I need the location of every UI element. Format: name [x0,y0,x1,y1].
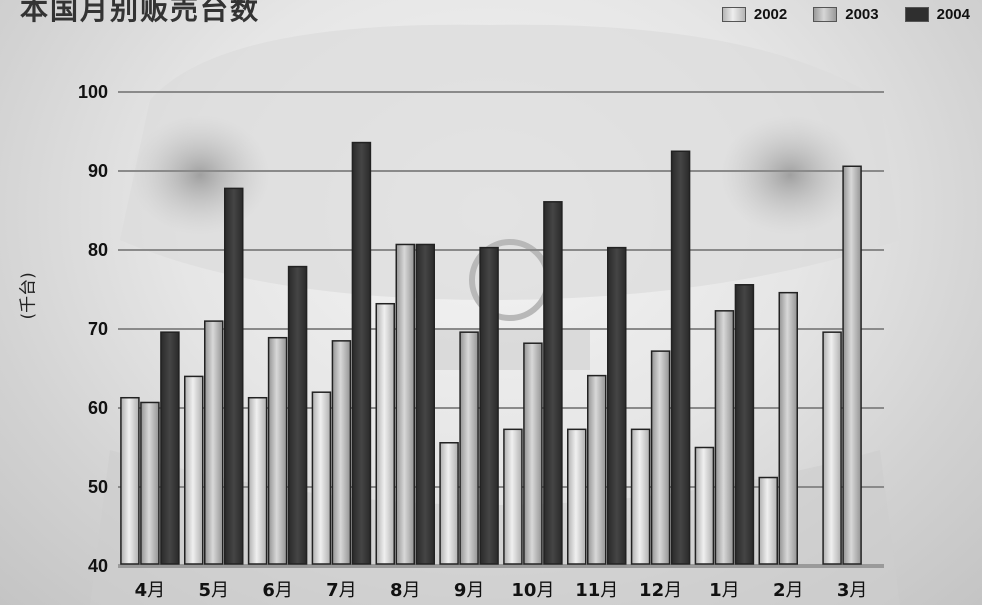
x-tick-label: 4月 [135,580,166,601]
x-tick-label: 9月 [454,580,485,601]
bar-2002-8 [630,428,651,565]
bar-2003-7 [587,374,607,565]
x-tick-label: 5月 [198,580,229,601]
bar-2003-9 [714,310,735,565]
x-axis-labels: 4月 5月 6月 7月 8月 9月 10月 11月 12月 1月 2月 3月 [135,580,868,601]
bar-2003-3 [331,340,352,565]
x-tick-label: 6月 [262,580,293,601]
bar-2002-2 [247,396,268,565]
bar-2004-3 [351,141,372,565]
legend-swatch-2004 [904,7,929,22]
x-tick-label: 11月 [575,580,618,601]
bar-2003-0 [140,401,160,565]
y-tick-label: 90 [88,161,108,181]
bar-2002-5 [439,442,459,565]
bar-2004-6 [543,201,563,565]
bar-2003-10 [778,291,798,565]
gridlines [118,91,884,568]
x-tick-label: 12月 [639,580,682,601]
x-tick-label: 7月 [326,580,357,601]
legend-item-2004: 2004 [904,6,970,23]
bar-2002-3 [311,391,332,565]
bar-2002-10 [758,476,778,565]
bars [120,141,862,565]
bar-2002-0 [120,396,140,565]
legend-swatch-2002 [721,7,746,22]
bar-2003-4 [395,243,415,565]
bar-2003-11 [842,165,862,565]
bar-2003-2 [267,336,288,565]
bar-2004-2 [287,265,308,565]
bar-2004-0 [160,331,180,565]
bar-2004-4 [415,243,435,565]
x-tick-label: 8月 [390,580,421,601]
bar-2003-8 [650,350,671,565]
legend-item-2003: 2003 [813,6,879,23]
bar-2002-9 [694,446,715,565]
bar-2002-6 [503,428,523,565]
x-tick-label: 1月 [709,580,740,601]
x-tick-label: 10月 [511,580,554,601]
legend-swatch-2003 [813,7,838,22]
bar-2004-5 [479,246,499,565]
bar-2004-7 [607,246,627,565]
bar-2004-1 [224,187,244,565]
bar-2002-4 [375,302,395,565]
bar-2003-1 [204,320,224,565]
y-tick-label: 80 [88,240,108,260]
y-tick-label: 40 [88,556,108,576]
legend-item-2002: 2002 [721,6,788,23]
x-tick-label: 2月 [773,580,804,601]
bar-2004-8 [670,150,691,565]
bar-2003-5 [459,331,479,565]
bar-2004-9 [734,284,755,565]
bar-2003-6 [523,342,543,565]
chart-legend: 2002 2003 2004 [721,6,970,23]
y-tick-label: 60 [88,398,108,418]
y-axis-ticks: 40 50 60 70 80 90 100 [78,82,108,576]
bar-2002-1 [184,375,204,565]
chart-title: 本国月别贩売台数 [20,0,261,26]
legend-label-2003: 2003 [845,6,879,23]
bar-2002-7 [567,428,587,565]
bar-2002-11 [822,331,842,565]
legend-label-2004: 2004 [936,6,970,23]
y-tick-label: 100 [78,82,108,102]
y-tick-label: 50 [88,477,108,497]
legend-label-2002: 2002 [753,6,788,23]
x-tick-label: 3月 [837,580,868,601]
y-tick-label: 70 [88,319,108,339]
